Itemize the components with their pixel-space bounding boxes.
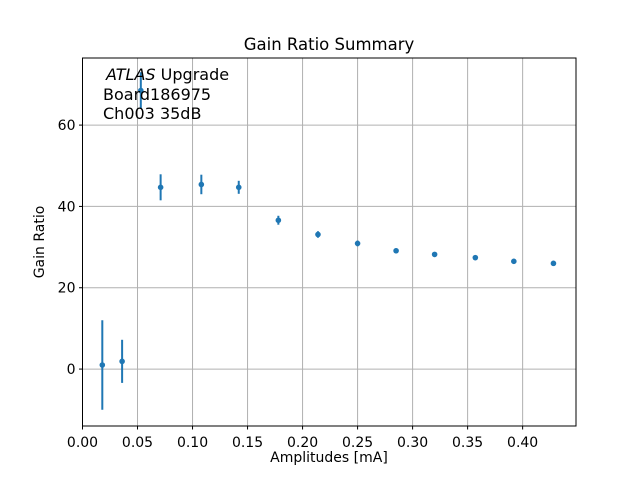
annotation-line-2: Board186975	[103, 84, 212, 104]
x-tick-label: 0.40	[507, 435, 538, 451]
chart-title: Gain Ratio Summary	[243, 35, 415, 54]
y-ticks	[79, 124, 83, 370]
y-tick-labels: 0 20 40 60	[58, 118, 76, 378]
data-point	[275, 217, 282, 224]
x-tick-label: 0.00	[67, 435, 98, 451]
data-point	[157, 184, 164, 191]
x-tick-label: 0.10	[177, 435, 208, 451]
data-point	[235, 184, 242, 191]
data-point	[99, 362, 106, 368]
data-point	[354, 240, 361, 247]
x-tick-label: 0.15	[232, 435, 263, 451]
x-tick-label: 0.20	[287, 435, 318, 451]
x-axis-label: Amplitudes [mA]	[270, 450, 388, 466]
annotation-line-3: Ch003 35dB	[103, 104, 202, 124]
y-axis-label: Gain Ratio	[32, 205, 48, 279]
x-tick-label: 0.30	[397, 435, 428, 451]
x-tick-labels: 0.00 0.05 0.10 0.15 0.20 0.25 0.30 0.35 0.40	[67, 435, 538, 451]
data-point	[511, 258, 517, 265]
data-point	[138, 87, 144, 94]
x-tick-label: 0.05	[122, 435, 153, 451]
data-point	[431, 251, 438, 258]
data-point	[550, 260, 557, 267]
x-ticks	[82, 426, 524, 430]
data-point	[198, 181, 205, 188]
annotation-text: ATLAS Upgrade Board186975 Ch003 35dB	[103, 65, 229, 124]
y-tick-label: 40	[58, 199, 76, 215]
annotation-line-1: ATLAS Upgrade	[103, 65, 229, 85]
y-tick-label: 60	[58, 118, 76, 134]
plot-border	[82, 57, 577, 427]
data-point	[472, 254, 479, 261]
annotation-experiment-name: ATLAS	[106, 65, 156, 84]
x-tick-label: 0.35	[452, 435, 483, 451]
annotation-line-1-rest: Upgrade	[155, 65, 230, 84]
data-point	[393, 247, 399, 254]
x-tick-label: 0.25	[342, 435, 373, 451]
y-tick-label: 0	[67, 362, 76, 378]
data-points	[99, 87, 557, 368]
y-tick-label: 20	[58, 281, 76, 297]
data-point	[119, 358, 125, 365]
data-point	[315, 231, 321, 238]
